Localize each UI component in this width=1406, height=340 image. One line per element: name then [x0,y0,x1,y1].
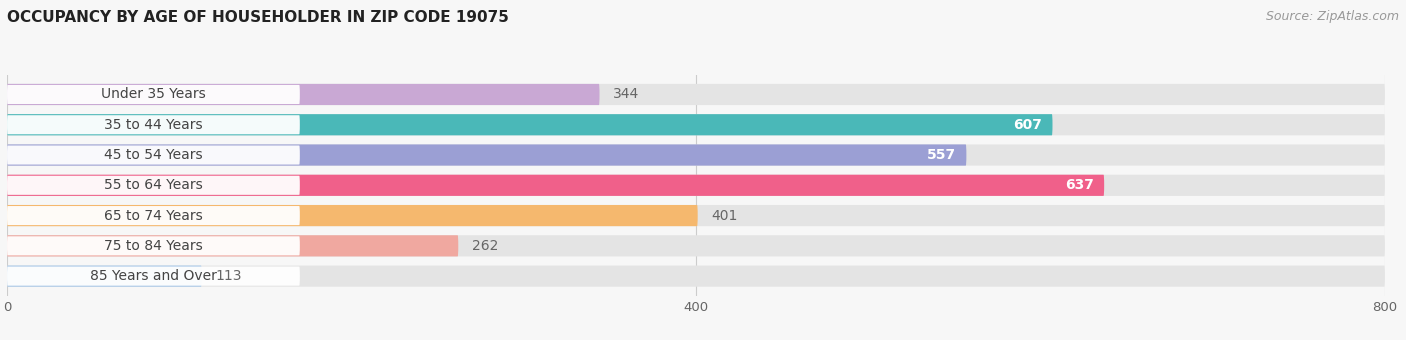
Text: 401: 401 [711,208,738,223]
FancyBboxPatch shape [7,146,299,165]
Text: 113: 113 [215,269,242,283]
FancyBboxPatch shape [7,236,299,255]
FancyBboxPatch shape [7,266,1385,287]
FancyBboxPatch shape [7,84,599,105]
Text: 344: 344 [613,87,640,101]
Text: 85 Years and Over: 85 Years and Over [90,269,217,283]
Text: 45 to 54 Years: 45 to 54 Years [104,148,202,162]
FancyBboxPatch shape [7,144,966,166]
FancyBboxPatch shape [7,115,299,134]
FancyBboxPatch shape [7,114,1053,135]
FancyBboxPatch shape [7,175,1385,196]
Text: 35 to 44 Years: 35 to 44 Years [104,118,202,132]
Text: 262: 262 [472,239,499,253]
FancyBboxPatch shape [7,114,1385,135]
FancyBboxPatch shape [7,266,201,287]
FancyBboxPatch shape [7,144,1385,166]
FancyBboxPatch shape [7,176,299,195]
FancyBboxPatch shape [7,84,1385,105]
Text: Source: ZipAtlas.com: Source: ZipAtlas.com [1265,10,1399,23]
Text: OCCUPANCY BY AGE OF HOUSEHOLDER IN ZIP CODE 19075: OCCUPANCY BY AGE OF HOUSEHOLDER IN ZIP C… [7,10,509,25]
FancyBboxPatch shape [7,235,1385,256]
FancyBboxPatch shape [7,85,299,104]
FancyBboxPatch shape [7,235,458,256]
FancyBboxPatch shape [7,205,1385,226]
Text: 637: 637 [1064,178,1094,192]
FancyBboxPatch shape [7,206,299,225]
Text: Under 35 Years: Under 35 Years [101,87,205,101]
FancyBboxPatch shape [7,175,1104,196]
Text: 557: 557 [927,148,956,162]
FancyBboxPatch shape [7,205,697,226]
Text: 75 to 84 Years: 75 to 84 Years [104,239,202,253]
Text: 65 to 74 Years: 65 to 74 Years [104,208,202,223]
FancyBboxPatch shape [7,267,299,286]
Text: 55 to 64 Years: 55 to 64 Years [104,178,202,192]
Text: 607: 607 [1014,118,1042,132]
